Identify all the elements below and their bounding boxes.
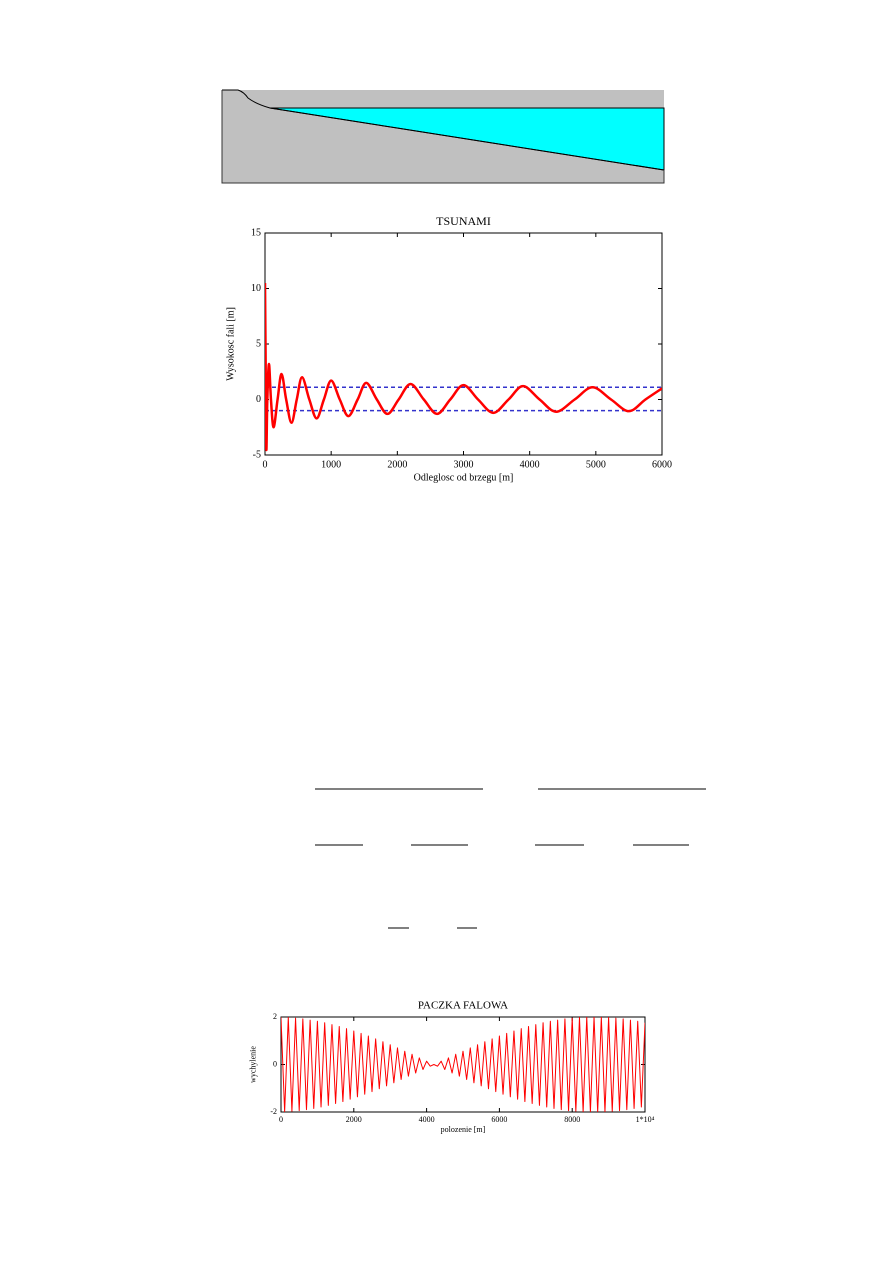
x-tick-label: 1000 bbox=[321, 459, 341, 470]
shore-diagram bbox=[221, 89, 665, 184]
x-tick-label: 5000 bbox=[586, 459, 606, 470]
x-tick-label: 4000 bbox=[520, 459, 540, 470]
x-tick-label: 0 bbox=[279, 1115, 283, 1124]
x-tick-label: 2000 bbox=[387, 459, 407, 470]
x-tick-label: 0 bbox=[263, 459, 268, 470]
x-tick-label: 6000 bbox=[652, 459, 672, 470]
y-axis-label: Wysokosc fali [m] bbox=[225, 307, 236, 381]
y-tick-label: 15 bbox=[251, 227, 261, 238]
x-tick-label: 2000 bbox=[346, 1115, 362, 1124]
formula-lines bbox=[315, 788, 706, 929]
x-tick-label: 6000 bbox=[491, 1115, 507, 1124]
y-tick-label: -5 bbox=[253, 449, 261, 460]
y-tick-label: -2 bbox=[270, 1107, 277, 1116]
x-tick-label: 3000 bbox=[454, 459, 474, 470]
y-tick-label: 0 bbox=[273, 1059, 277, 1068]
y-tick-label: 5 bbox=[256, 338, 261, 349]
x-tick-label: 4000 bbox=[419, 1115, 435, 1124]
x-axis-label: polozenie [m] bbox=[441, 1125, 486, 1134]
plot-frame bbox=[264, 232, 663, 456]
plot-frame bbox=[280, 1016, 646, 1113]
x-tick-label: 1*10⁴ bbox=[636, 1115, 655, 1124]
seabed bbox=[222, 89, 665, 171]
data-line bbox=[265, 282, 662, 451]
chart-title: PACZKA FALOWA bbox=[418, 1000, 508, 1012]
x-tick-label: 8000 bbox=[564, 1115, 580, 1124]
data-line bbox=[281, 1017, 645, 1112]
y-tick-label: 2 bbox=[273, 1012, 277, 1021]
diagram-border bbox=[221, 90, 665, 184]
y-tick-label: 10 bbox=[251, 283, 261, 294]
y-tick-label: 0 bbox=[256, 394, 261, 405]
y-axis-label: wychylenie bbox=[249, 1046, 258, 1083]
chart-title: TSUNAMI bbox=[436, 214, 491, 228]
x-axis-label: Odleglosc od brzegu [m] bbox=[414, 472, 514, 483]
